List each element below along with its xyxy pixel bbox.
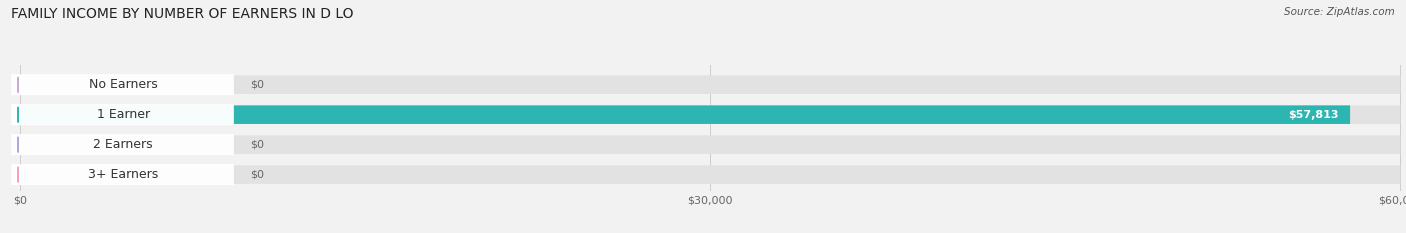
FancyBboxPatch shape (11, 104, 233, 125)
Text: Source: ZipAtlas.com: Source: ZipAtlas.com (1284, 7, 1395, 17)
FancyBboxPatch shape (11, 134, 233, 155)
FancyBboxPatch shape (11, 74, 233, 95)
FancyBboxPatch shape (11, 164, 233, 185)
Text: $0: $0 (250, 140, 264, 150)
Text: No Earners: No Earners (89, 78, 157, 91)
Text: 1 Earner: 1 Earner (97, 108, 150, 121)
Text: 3+ Earners: 3+ Earners (89, 168, 159, 181)
FancyBboxPatch shape (20, 105, 1400, 124)
Text: 2 Earners: 2 Earners (93, 138, 153, 151)
FancyBboxPatch shape (20, 105, 1350, 124)
FancyBboxPatch shape (20, 75, 1400, 94)
FancyBboxPatch shape (20, 165, 1400, 184)
Text: FAMILY INCOME BY NUMBER OF EARNERS IN D LO: FAMILY INCOME BY NUMBER OF EARNERS IN D … (11, 7, 354, 21)
Text: $57,813: $57,813 (1288, 110, 1339, 120)
Text: $0: $0 (250, 170, 264, 180)
Text: $0: $0 (250, 80, 264, 90)
FancyBboxPatch shape (20, 135, 1400, 154)
